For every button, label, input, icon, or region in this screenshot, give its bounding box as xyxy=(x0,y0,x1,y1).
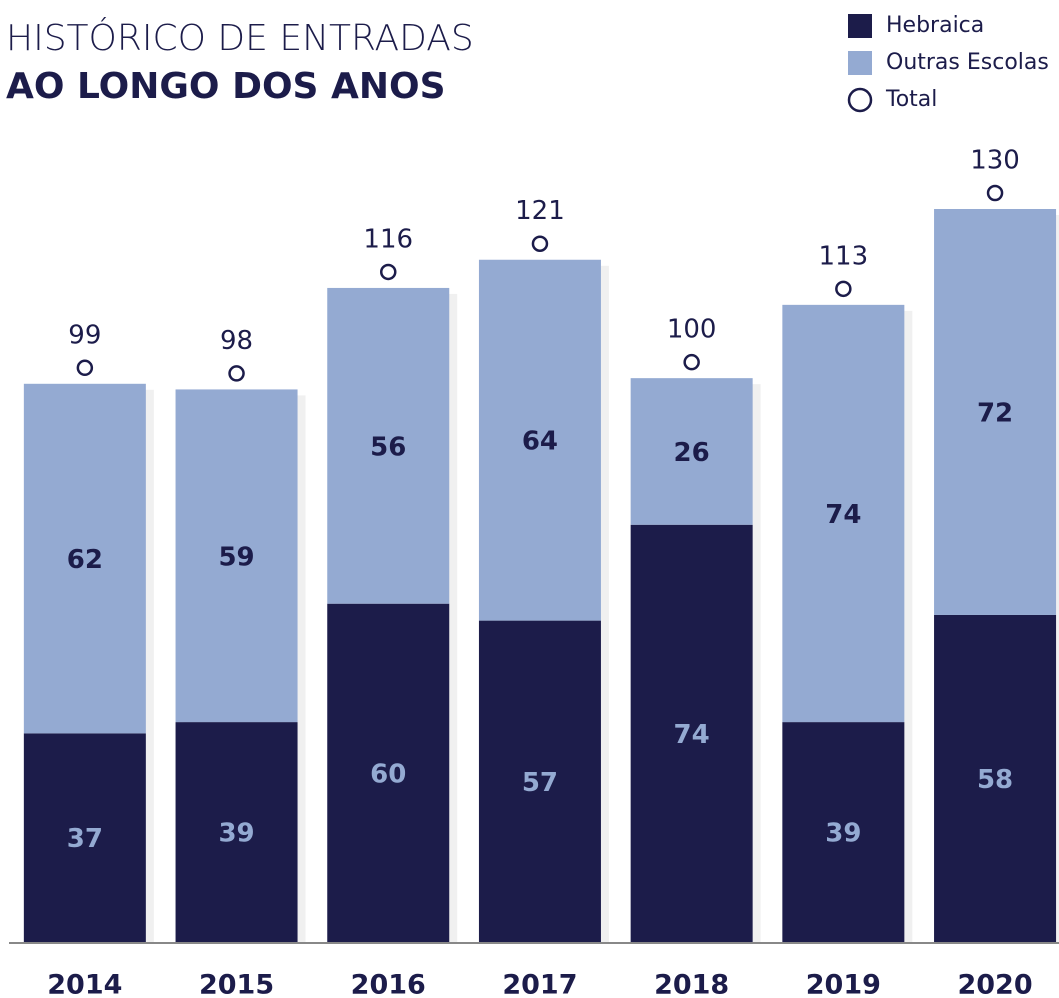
chart-subtitle: AO LONGO DOS ANOS xyxy=(6,66,446,107)
bar-segment xyxy=(23,383,146,734)
bar-segment xyxy=(782,304,905,723)
value-label: 39 xyxy=(825,819,861,849)
value-label: 74 xyxy=(825,500,861,530)
chart-title: HISTÓRICO DE ENTRADAS xyxy=(6,17,474,59)
value-label: 60 xyxy=(370,759,406,789)
total-label: 100 xyxy=(667,315,717,345)
bar-segment xyxy=(630,524,753,942)
total-label: 116 xyxy=(363,224,413,254)
legend-label: Hebraica xyxy=(886,13,984,38)
value-label: 59 xyxy=(218,542,254,572)
bar-segment xyxy=(782,722,905,942)
total-marker xyxy=(835,280,852,298)
bar-segment xyxy=(478,620,601,942)
x-tick-label: 2018 xyxy=(654,970,729,998)
legend-label: Outras Escolas xyxy=(886,50,1049,75)
bar-segment xyxy=(175,389,298,723)
value-label: 37 xyxy=(67,824,103,854)
x-tick-label: 2014 xyxy=(47,970,122,998)
x-tick-label: 2017 xyxy=(502,970,577,998)
bar-segment xyxy=(327,603,450,942)
value-label: 39 xyxy=(218,819,254,849)
legend-swatch xyxy=(848,14,872,38)
legend-swatch xyxy=(848,51,872,75)
value-label: 58 xyxy=(977,765,1013,795)
x-tick-label: 2016 xyxy=(351,970,426,998)
total-marker xyxy=(986,184,1004,202)
total-marker xyxy=(380,263,397,281)
value-label: 26 xyxy=(674,438,710,468)
value-label: 72 xyxy=(977,398,1013,428)
bar-segment xyxy=(175,722,298,942)
bar-segment xyxy=(934,614,1057,942)
total-marker xyxy=(76,359,94,377)
x-tick-label: 2015 xyxy=(199,970,274,998)
total-marker xyxy=(228,365,245,382)
bar-segment xyxy=(934,209,1057,615)
legend-swatch xyxy=(847,87,873,113)
total-label: 98 xyxy=(220,326,253,356)
total-label: 99 xyxy=(68,320,101,350)
total-label: 121 xyxy=(515,196,565,226)
value-label: 57 xyxy=(522,768,558,798)
bar-segment xyxy=(327,287,450,604)
bar-segment xyxy=(630,378,753,525)
value-label: 62 xyxy=(67,545,103,575)
value-label: 64 xyxy=(522,427,558,457)
total-marker xyxy=(683,353,700,371)
x-tick-label: 2019 xyxy=(806,970,881,998)
x-tick-label: 2020 xyxy=(957,970,1032,998)
total-label: 113 xyxy=(819,241,869,271)
value-label: 74 xyxy=(674,720,710,750)
value-label: 56 xyxy=(370,432,406,462)
total-marker xyxy=(531,235,549,252)
total-label: 130 xyxy=(970,146,1020,176)
bar-segment xyxy=(478,259,601,621)
bar-segment xyxy=(23,733,146,942)
legend-label: Total xyxy=(885,87,937,112)
